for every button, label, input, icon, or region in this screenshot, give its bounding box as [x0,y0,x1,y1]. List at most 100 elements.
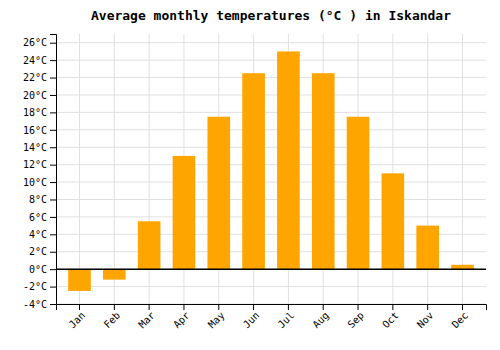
x-tick-mark [218,304,219,310]
grid-line [56,182,486,183]
y-tick: 6°C [29,212,56,223]
x-tick-label: Apr [171,310,192,331]
x-tick-label: Jan [67,310,88,331]
grid-line [56,60,486,61]
y-tick: 8°C [29,194,56,205]
y-tick-label: 6°C [29,212,47,223]
y-tick-label: 8°C [29,194,47,205]
grid-line [56,286,486,287]
grid-line [56,216,486,217]
y-tick: 24°C [23,55,56,66]
y-tick-mark [50,217,56,218]
y-tick-mark [50,269,56,270]
x-tick: Jan [67,304,88,330]
grid-line [56,112,486,113]
y-tick-mark [50,112,56,113]
y-tick-label: 20°C [23,90,47,101]
y-tick: 14°C [23,142,56,153]
grid-line [79,34,80,304]
y-axis-line [50,35,57,305]
grid-line [56,77,486,78]
y-tick-mark [50,234,56,235]
bar [173,156,196,269]
bar [138,221,161,269]
grid-line [56,269,486,270]
bar [242,73,265,269]
x-tick: Aug [310,304,331,330]
x-tick-mark [114,304,115,310]
y-tick: 10°C [23,177,56,188]
x-tick-label: Jul [276,310,297,331]
y-tick-mark [50,199,56,200]
y-tick-mark [50,78,56,79]
chart: -4°C-2°C0°C2°C4°C6°C8°C10°C12°C14°C16°C1… [0,0,500,350]
y-tick-label: 4°C [29,229,47,240]
bar [207,117,230,269]
y-tick: -4°C [23,299,56,310]
x-tick-label: Jun [241,310,262,331]
x-tick-mark [79,304,80,310]
x-tick: Apr [171,304,192,330]
y-tick-label: -4°C [23,299,47,310]
y-tick-mark [50,95,56,96]
plot-area: -4°C-2°C0°C2°C4°C6°C8°C10°C12°C14°C16°C1… [23,34,487,330]
y-tick-label: 16°C [23,125,47,136]
grid-line [56,42,486,43]
bar [103,269,126,279]
y-tick: 18°C [23,107,56,118]
grid-line [56,199,486,200]
y-tick-label: 24°C [23,55,47,66]
x-tick-mark [427,304,428,310]
y-tick-label: 12°C [23,159,47,170]
y-tick-mark [50,60,56,61]
bar [68,269,91,291]
grid-line [56,147,486,148]
grid [56,34,486,304]
y-tick: 20°C [23,90,56,101]
x-tick: Jul [276,304,297,330]
y-tick-mark [50,252,56,253]
x-tick: Sep [345,304,366,330]
bar [382,173,405,269]
x-tick-mark [183,304,184,310]
x-tick: Oct [380,304,401,330]
y-tick: 22°C [23,72,56,83]
y-tick-label: -2°C [23,281,47,292]
x-tick-mark [149,304,150,310]
y-tick: 16°C [23,125,56,136]
x-tick-label: Nov [415,310,436,331]
y-tick-label: 14°C [23,142,47,153]
title: Average monthly temperatures (°C ) in Is… [91,8,451,23]
x-tick-label: Mar [136,310,157,331]
x-tick: May [206,304,227,330]
grid-line [462,34,463,304]
zero-line [56,268,486,270]
y-tick-label: 22°C [23,72,47,83]
x-tick-label: May [206,310,227,331]
y-tick-mark [50,287,56,288]
y-tick-label: 0°C [29,264,47,275]
grid-line [56,164,486,165]
bar [312,73,335,269]
y-tick: 4°C [29,229,56,240]
x-tick-label: Aug [310,310,331,331]
grid-line [56,129,486,130]
x-tick-label: Dec [450,310,471,331]
x-tick: Jun [241,304,262,330]
y-tick-label: 18°C [23,107,47,118]
grid-line [114,34,115,304]
x-tick-mark [288,304,289,310]
y-tick-label: 10°C [23,177,47,188]
y-tick-mark [50,182,56,183]
x-tick-mark [253,304,254,310]
y-tick: 26°C [23,37,56,48]
y-tick: 0°C [29,264,56,275]
x-tick: Feb [102,304,123,330]
bar [277,51,300,269]
y-tick-label: 26°C [23,37,47,48]
y-tick-mark [50,165,56,166]
y-tick-mark [50,130,56,131]
x-tick: Dec [450,304,471,330]
y-tick: -2°C [23,281,56,292]
y-tick-mark [50,43,56,44]
